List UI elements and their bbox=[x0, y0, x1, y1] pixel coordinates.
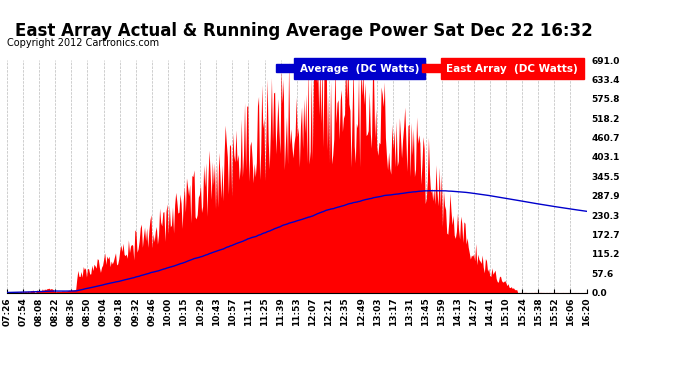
Text: East Array Actual & Running Average Power Sat Dec 22 16:32: East Array Actual & Running Average Powe… bbox=[14, 22, 593, 40]
Legend: Average  (DC Watts), East Array  (DC Watts): Average (DC Watts), East Array (DC Watts… bbox=[273, 60, 581, 77]
Text: Copyright 2012 Cartronics.com: Copyright 2012 Cartronics.com bbox=[7, 38, 159, 48]
